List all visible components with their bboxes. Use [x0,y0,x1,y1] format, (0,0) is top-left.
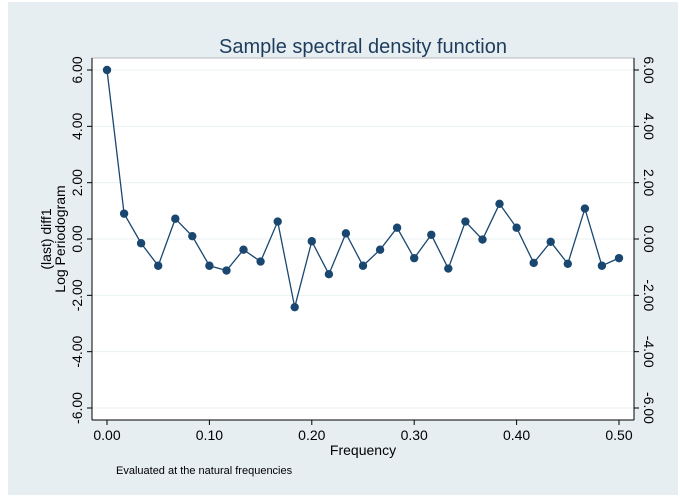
y-tick-label-left: -6.00 [69,392,85,424]
data-point [580,204,590,213]
data-point [154,261,163,270]
data-point [427,230,436,239]
y-tick-label-left: 6.00 [69,56,85,83]
data-point [222,266,231,275]
data-point [529,258,538,268]
gridlines [92,69,634,409]
y-tick-label-left: 0.00 [69,225,85,252]
data-point [102,65,112,75]
data-point [188,231,197,241]
y-tick-label-right: -6.00 [641,392,657,424]
y-axis-label-line-2: Log Periodogram [52,185,68,292]
data-point [205,261,214,270]
data-point [171,214,180,223]
data-point [358,261,368,270]
data-point [273,217,282,226]
data-point [307,237,316,246]
data-series [102,65,624,312]
data-point [136,239,146,248]
x-tick-label: 0.40 [503,427,530,443]
data-point [614,253,624,263]
y-axis-label-line-1: (last) diff1 [38,208,54,269]
x-tick-label: 0.00 [93,427,120,443]
y-tick-label-left: -2.00 [69,279,85,311]
data-point [461,217,470,226]
data-point [392,223,402,232]
y-tick-label-right: -2.00 [641,279,657,311]
y-tick-label-right: 0.00 [641,225,657,252]
y-tick-label-right: 2.00 [641,169,657,196]
data-point [444,264,453,273]
data-point [563,259,572,268]
y-tick-label-left: -4.00 [69,336,85,368]
data-point [375,245,385,254]
x-axis-label: Frequency [330,442,396,458]
y-tick-label-left: 2.00 [69,169,85,196]
data-point [256,257,265,266]
y-tick-label-right: 4.00 [641,113,657,140]
data-point [597,261,607,270]
y-tick-label-left: 4.00 [69,112,85,139]
y-tick-label-right: 6.00 [641,56,657,83]
data-point [410,253,419,263]
chart-title: Sample spectral density function [219,36,507,58]
data-point [478,235,487,244]
data-point [119,209,129,218]
data-point [324,270,334,279]
x-tick-label: 0.20 [298,427,325,443]
data-point [239,245,248,254]
axes: 6.00 6.00 4.00 4.00 2.00 2.00 0.00 0.00 -2.00 -2.… [69,56,657,443]
data-point [546,237,555,247]
data-point [495,199,504,208]
data-point [290,302,299,312]
data-point [512,223,521,232]
y-tick-label-right: -4.00 [641,336,657,368]
x-tick-label: 0.10 [196,427,223,443]
chart-note: Evaluated at the natural frequencies [116,465,293,477]
data-point [341,229,351,238]
x-tick-label: 0.50 [605,427,632,443]
x-tick-label: 0.30 [401,427,428,443]
